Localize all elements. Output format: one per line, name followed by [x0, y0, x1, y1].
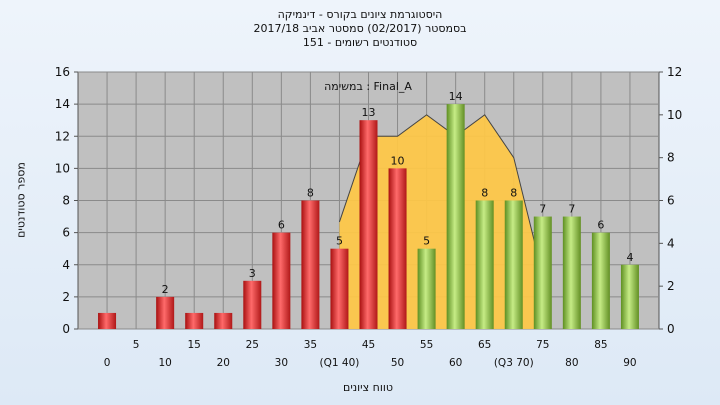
x-tick-label: 75	[536, 339, 549, 351]
y2-tick-label: 0	[667, 322, 675, 336]
chart-title: היסטוגרמת ציונים בקורס - דינמיקה	[277, 8, 443, 21]
bar	[475, 200, 494, 329]
y2-tick-label: 4	[667, 236, 675, 250]
bar	[214, 312, 233, 329]
chart-subtitle-semester: בסמסטר (02/2017) סמסטר אביב 2017/18	[253, 22, 467, 35]
x-tick-label: 60	[449, 357, 462, 369]
data-label: 10	[391, 154, 405, 167]
bar	[446, 104, 465, 329]
x-tick-label: 10	[158, 357, 171, 369]
x-tick-label: 80	[565, 357, 578, 369]
bar	[388, 168, 407, 329]
bar	[620, 264, 639, 329]
bar	[562, 216, 581, 329]
data-label: 14	[449, 90, 463, 103]
bar	[301, 200, 320, 329]
y2-tick-label: 2	[667, 279, 675, 293]
y-tick-label: 4	[62, 258, 70, 272]
data-label: 7	[568, 203, 575, 216]
x-axis-label: טווח ציונים	[343, 381, 393, 394]
y-tick-label: 6	[62, 226, 70, 240]
bar	[504, 200, 523, 329]
data-label: 7	[539, 203, 546, 216]
axes-layer: 024681012141602468101205101520253035(Q1 …	[55, 65, 683, 369]
bar	[533, 216, 552, 329]
task-annotation: Final_A : במשימה	[324, 80, 412, 93]
y-tick-label: 16	[55, 65, 70, 79]
y-tick-label: 2	[62, 290, 70, 304]
y2-tick-label: 10	[667, 108, 682, 122]
y2-tick-label: 12	[667, 65, 682, 79]
bar	[272, 232, 291, 329]
x-tick-label: 35	[304, 339, 317, 351]
x-tick-label: 90	[623, 357, 636, 369]
data-label: 4	[626, 251, 633, 264]
bars-layer	[98, 104, 639, 329]
y2-tick-label: 8	[667, 151, 675, 165]
bar	[98, 312, 117, 329]
bar	[591, 232, 610, 329]
x-tick-label: 65	[478, 339, 491, 351]
y-tick-label: 8	[62, 194, 70, 208]
x-tick-label: (Q3 70)	[494, 357, 534, 369]
x-tick-label: 25	[246, 339, 259, 351]
bar	[330, 248, 349, 329]
chart-subtitle-students: סטודנטים רשומים - 151	[302, 36, 418, 49]
bar	[243, 280, 262, 329]
y-tick-label: 12	[55, 129, 70, 143]
data-label: 6	[278, 219, 285, 232]
x-tick-label: 15	[188, 339, 201, 351]
x-tick-label: 45	[362, 339, 375, 351]
data-label: 2	[162, 283, 169, 296]
data-label: 8	[510, 187, 517, 200]
bar	[359, 120, 378, 329]
chart-titles: היסטוגרמת ציונים בקורס - דינמיקה בסמסטר …	[0, 8, 720, 50]
x-tick-label: 30	[275, 357, 288, 369]
y-tick-label: 0	[62, 322, 70, 336]
y-axis-label: מספר סטודנטים	[14, 162, 28, 238]
x-tick-label: 5	[133, 339, 140, 351]
data-label: 6	[597, 219, 604, 232]
bar	[156, 296, 175, 329]
data-label: 8	[481, 187, 488, 200]
bar	[417, 248, 436, 329]
x-tick-label: 55	[420, 339, 433, 351]
y2-tick-label: 6	[667, 194, 675, 208]
x-tick-label: 50	[391, 357, 404, 369]
x-tick-label: 20	[217, 357, 230, 369]
x-tick-label: 85	[594, 339, 607, 351]
x-tick-label: 0	[104, 357, 111, 369]
x-tick-label: (Q1 40)	[320, 357, 360, 369]
bar	[185, 312, 204, 329]
data-label: 5	[336, 235, 343, 248]
data-label: 3	[249, 267, 256, 280]
data-label: 13	[362, 106, 376, 119]
y-tick-label: 10	[55, 161, 70, 175]
data-label: 8	[307, 187, 314, 200]
data-labels-layer: 2 3 6 8 5 13 10 5 14 8 8 7 7 6 4	[162, 90, 634, 296]
data-label: 5	[423, 235, 430, 248]
y-tick-label: 14	[55, 97, 70, 111]
